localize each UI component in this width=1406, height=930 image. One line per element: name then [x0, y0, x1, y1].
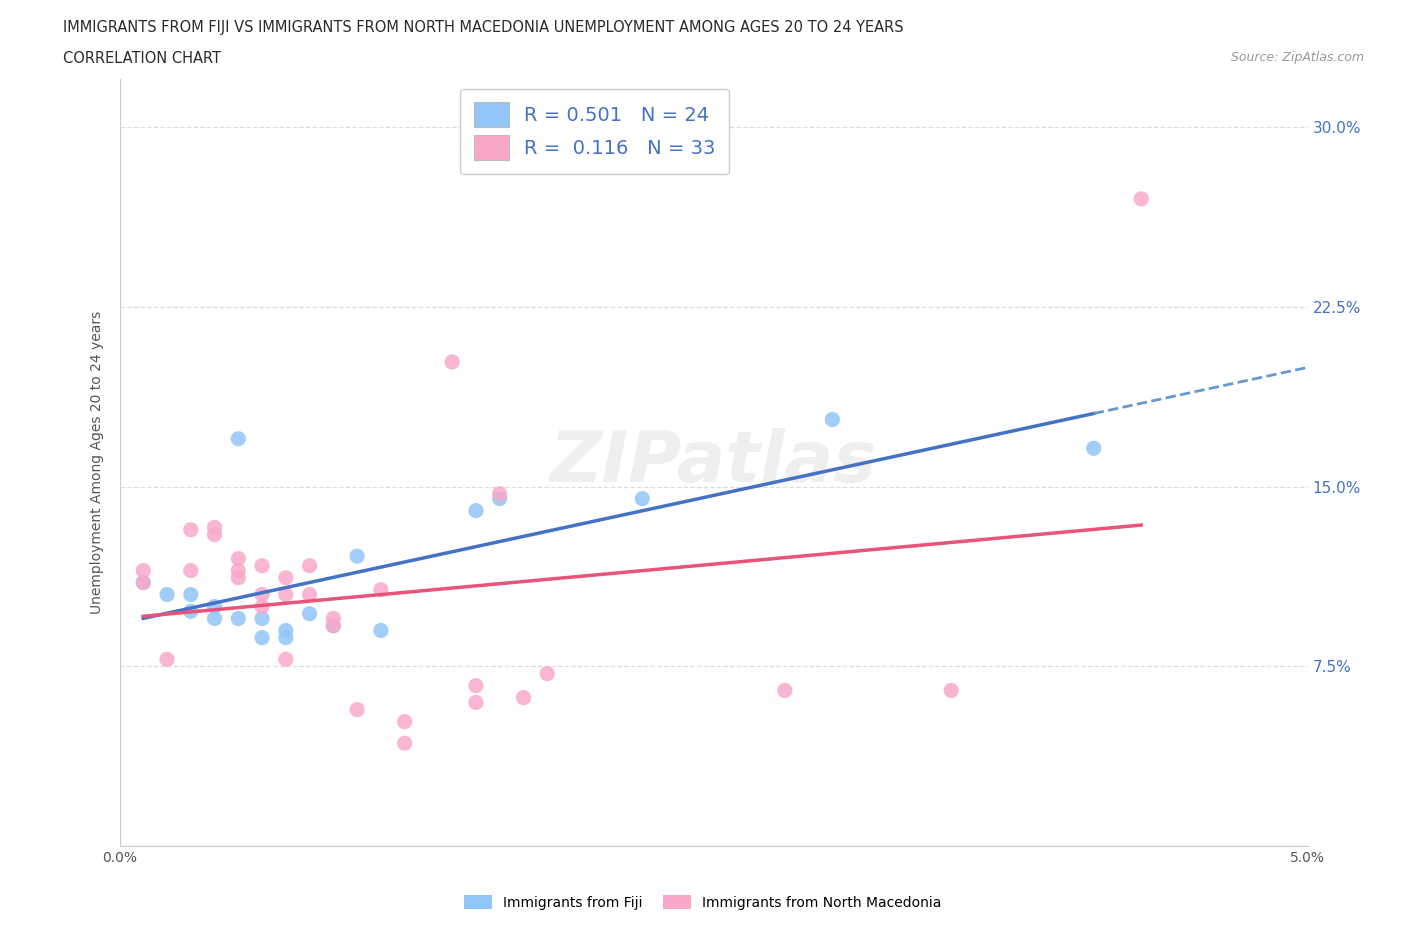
Point [250, 599, 273, 614]
Point [939, 683, 962, 698]
Point [322, 618, 344, 633]
Point [250, 631, 273, 645]
Point [394, 714, 416, 729]
Point [204, 611, 226, 626]
Point [228, 551, 250, 566]
Y-axis label: Unemployment Among Ages 20 to 24 years: Unemployment Among Ages 20 to 24 years [90, 311, 104, 615]
Point [204, 520, 226, 535]
Point [298, 587, 321, 602]
Point [204, 599, 226, 614]
Point [274, 587, 297, 602]
Point [132, 575, 155, 590]
Text: CORRELATION CHART: CORRELATION CHART [63, 51, 221, 66]
Legend: R = 0.501   N = 24, R =  0.116   N = 33: R = 0.501 N = 24, R = 0.116 N = 33 [460, 88, 730, 174]
Point [250, 558, 273, 573]
Text: ZIPatlas: ZIPatlas [550, 428, 877, 498]
Point [228, 432, 250, 446]
Point [156, 587, 179, 602]
Point [322, 611, 344, 626]
Point [512, 690, 534, 705]
Point [156, 652, 179, 667]
Point [228, 611, 250, 626]
Point [441, 354, 464, 369]
Point [132, 575, 155, 590]
Legend: Immigrants from Fiji, Immigrants from North Macedonia: Immigrants from Fiji, Immigrants from No… [458, 890, 948, 916]
Point [274, 652, 297, 667]
Text: IMMIGRANTS FROM FIJI VS IMMIGRANTS FROM NORTH MACEDONIA UNEMPLOYMENT AMONG AGES : IMMIGRANTS FROM FIJI VS IMMIGRANTS FROM … [63, 20, 904, 35]
Point [180, 587, 202, 602]
Point [346, 702, 368, 717]
Text: Source: ZipAtlas.com: Source: ZipAtlas.com [1230, 51, 1364, 64]
Point [346, 549, 368, 564]
Point [180, 564, 202, 578]
Point [322, 618, 344, 633]
Point [298, 558, 321, 573]
Point [464, 503, 486, 518]
Point [250, 587, 273, 602]
Point [370, 623, 392, 638]
Point [250, 611, 273, 626]
Point [180, 604, 202, 618]
Point [488, 491, 510, 506]
Point [228, 564, 250, 578]
Point [132, 564, 155, 578]
Point [370, 582, 392, 597]
Point [773, 683, 796, 698]
Point [180, 523, 202, 538]
Point [1083, 441, 1105, 456]
Point [488, 486, 510, 501]
Point [821, 412, 844, 427]
Point [274, 631, 297, 645]
Point [394, 736, 416, 751]
Point [464, 695, 486, 710]
Point [274, 570, 297, 585]
Point [204, 527, 226, 542]
Point [1130, 192, 1153, 206]
Point [298, 606, 321, 621]
Point [228, 570, 250, 585]
Point [274, 623, 297, 638]
Point [464, 678, 486, 693]
Point [631, 491, 654, 506]
Point [536, 666, 558, 681]
